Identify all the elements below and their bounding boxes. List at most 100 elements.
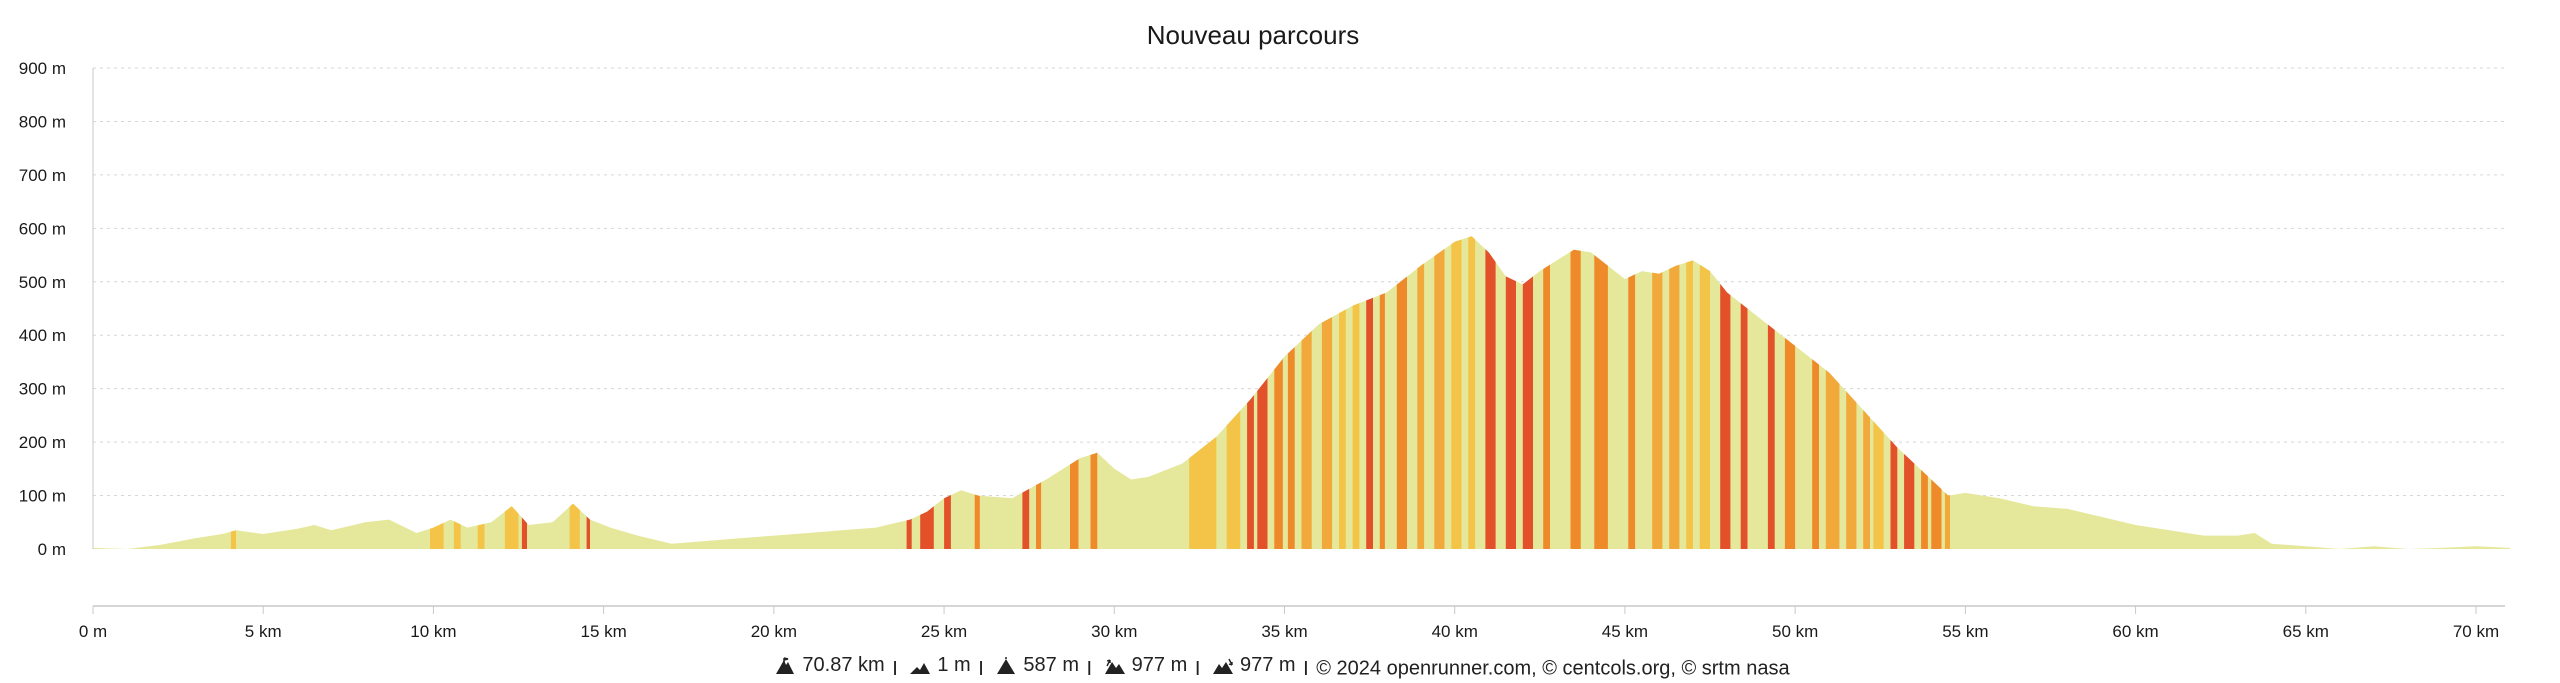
- axes: [92, 68, 2505, 607]
- slope-stripe: [1594, 236, 1608, 549]
- x-tick-label: 55 km: [1942, 622, 1988, 641]
- elevation-gain-value: 977 m: [1131, 654, 1188, 676]
- y-tick-label: 800 m: [19, 112, 66, 131]
- slope-stripe: [1189, 236, 1217, 549]
- y-tick-label: 700 m: [19, 166, 66, 185]
- distance-icon: [776, 656, 795, 674]
- slope-stripe: [1784, 236, 1796, 549]
- separator: I: [1303, 657, 1309, 680]
- grid-lines: [93, 67, 2505, 497]
- min-altitude-icon: [910, 662, 931, 674]
- elevation-loss-icon: [1212, 658, 1233, 674]
- slope-stripe: [1921, 236, 1928, 549]
- y-tick-label: 500 m: [19, 273, 66, 292]
- slope-stripe: [1468, 236, 1476, 549]
- y-tick-label: 600 m: [19, 219, 66, 238]
- slope-stripe: [1417, 236, 1425, 549]
- credits-text: © 2024 openrunner.com, © centcols.org, ©…: [1316, 657, 1790, 680]
- slope-stripe: [1863, 236, 1870, 549]
- slope-stripe: [1767, 236, 1775, 549]
- x-tick-label: 0 m: [79, 622, 107, 641]
- max-altitude-stat: 587 m: [991, 654, 1079, 677]
- slope-stripe: [1740, 236, 1748, 549]
- x-tick-label: 35 km: [1261, 622, 1307, 641]
- slope-stripe: [1301, 236, 1312, 549]
- x-tick-label: 45 km: [1602, 622, 1648, 641]
- y-tick-label: 400 m: [19, 326, 66, 345]
- slope-stripe: [1652, 236, 1663, 549]
- y-tick-label: 300 m: [19, 380, 66, 399]
- distance-stat: 70.87 km: [770, 654, 885, 677]
- x-axis-ticks: 0 m 5 km 10 km 15 km 20 km 25 km 30 km 35 km 40 …: [79, 606, 2499, 641]
- elevation-gain-stat: 977 m: [1100, 654, 1188, 677]
- max-altitude-value: 587 m: [1023, 654, 1079, 676]
- slope-stripe: [1022, 236, 1030, 549]
- slope-stripe: [1570, 236, 1581, 549]
- slope-stripe: [1699, 236, 1710, 549]
- separator: I: [978, 657, 984, 680]
- y-tick-label: 200 m: [19, 433, 66, 452]
- max-altitude-icon: [997, 656, 1016, 674]
- slope-stripe: [1944, 236, 1950, 549]
- slope-stripe: [1396, 236, 1407, 549]
- x-tick-label: 60 km: [2112, 622, 2158, 641]
- slope-stripe: [230, 236, 236, 549]
- slope-stripe: [1379, 236, 1385, 549]
- elevation-area: [93, 236, 2511, 550]
- slope-stripe: [504, 236, 519, 549]
- chart-title: Nouveau parcours: [1147, 20, 1359, 50]
- elevation-loss-value: 977 m: [1239, 654, 1296, 676]
- slope-stripe: [1686, 236, 1693, 549]
- slope-stripe: [1226, 236, 1241, 549]
- y-tick-label: 900 m: [19, 59, 66, 78]
- slope-stripe: [1434, 236, 1445, 549]
- separator: I: [892, 657, 898, 680]
- slope-stripe: [1352, 236, 1360, 549]
- slope-stripe: [1485, 236, 1496, 549]
- slope-stripe: [1825, 236, 1840, 549]
- slope-stripe: [1451, 236, 1462, 549]
- elevation-loss-stat: 977 m: [1208, 654, 1296, 677]
- slope-stripe: [1070, 236, 1079, 549]
- distance-value: 70.87 km: [802, 654, 885, 676]
- y-tick-label: 0 m: [38, 540, 66, 559]
- slope-stripe: [1873, 236, 1884, 549]
- separator: I: [1086, 657, 1093, 680]
- x-tick-label: 40 km: [1432, 622, 1478, 641]
- slope-stripe: [1339, 236, 1346, 549]
- slope-stripe: [1720, 236, 1731, 549]
- x-tick-label: 65 km: [2283, 622, 2329, 641]
- y-axis-ticks: 0 m 100 m 200 m 300 m 400 m 500 m 600 m 700 m 80…: [19, 59, 66, 559]
- slope-stripe: [906, 236, 912, 549]
- slope-stripe: [1366, 236, 1373, 549]
- slope-stripe: [1247, 236, 1254, 549]
- slope-stripe: [430, 236, 444, 549]
- x-tick-label: 20 km: [751, 622, 797, 641]
- slope-stripe: [1321, 236, 1333, 549]
- elevation-gain-icon: [1104, 658, 1125, 674]
- x-tick-label: 5 km: [245, 622, 282, 641]
- slope-stripe: [569, 236, 580, 549]
- slope-stripe: [453, 236, 461, 549]
- slope-stripe: [521, 236, 527, 549]
- slope-stripe: [477, 236, 485, 549]
- slope-stripe: [1931, 236, 1942, 549]
- y-tick-label: 100 m: [19, 487, 66, 506]
- slope-stripe: [1505, 236, 1516, 549]
- x-tick-label: 25 km: [921, 622, 967, 641]
- x-tick-label: 30 km: [1091, 622, 1137, 641]
- separator: I: [1194, 657, 1201, 680]
- slope-stripe: [1904, 236, 1915, 549]
- x-tick-label: 10 km: [410, 622, 456, 641]
- slope-stripe: [1522, 236, 1533, 549]
- slope-stripe: [1257, 236, 1268, 549]
- slope-stripe: [1669, 236, 1680, 549]
- slope-stripe: [1846, 236, 1857, 549]
- x-tick-label: 50 km: [1772, 622, 1818, 641]
- slope-stripe: [1890, 236, 1898, 549]
- slope-stripe: [920, 236, 934, 549]
- slope-stripe: [1274, 236, 1283, 549]
- x-tick-label: 70 km: [2453, 622, 2499, 641]
- min-altitude-value: 1 m: [937, 654, 971, 676]
